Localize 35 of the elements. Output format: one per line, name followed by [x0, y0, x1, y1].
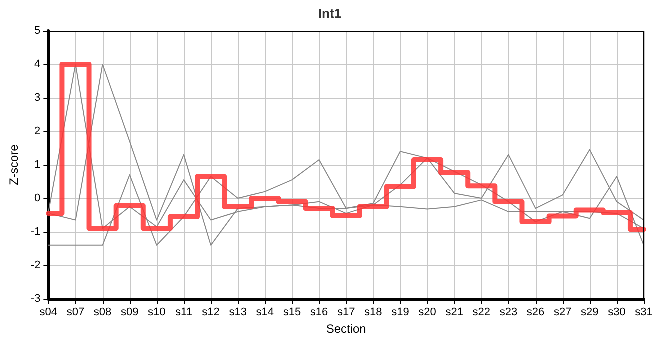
y-tick-label: 0 [34, 192, 41, 204]
y-tick-label: 4 [34, 58, 41, 70]
x-tick-label: s31 [635, 306, 653, 318]
x-tick-label: s23 [500, 306, 518, 318]
x-tick-label: s21 [446, 306, 464, 318]
y-tick-label: -1 [30, 226, 41, 238]
x-axis-title: Section [326, 322, 366, 336]
y-tick-label: 1 [34, 159, 41, 171]
x-tick-label: s07 [66, 306, 85, 318]
y-tick-label: 3 [34, 92, 41, 104]
x-tick-label: s12 [202, 306, 220, 318]
x-tick-label: s26 [526, 306, 545, 318]
x-tick-label: s04 [40, 306, 58, 318]
x-tick-label: s08 [94, 306, 112, 318]
x-tick-label: s16 [310, 306, 328, 318]
x-tick-label: s20 [418, 306, 436, 318]
chart-title: Int1 [318, 6, 342, 21]
x-tick-label: s13 [229, 306, 247, 318]
x-tick-label: s09 [120, 306, 139, 318]
x-tick-label: s10 [148, 306, 166, 318]
y-tick-label: 2 [34, 126, 41, 138]
x-tick-label: s17 [337, 306, 356, 318]
y-tick-label: -2 [30, 260, 41, 272]
x-tick-label: s11 [176, 306, 192, 318]
x-tick-label: s19 [392, 306, 410, 318]
y-tick-label: 5 [34, 25, 41, 37]
x-tick-label: s30 [608, 306, 626, 318]
x-tick-label: s27 [554, 306, 572, 318]
x-tick-label: s14 [256, 306, 274, 318]
x-tick-label: s29 [581, 306, 599, 318]
x-tick-label: s15 [283, 306, 302, 318]
y-axis-title: Z-score [7, 144, 21, 186]
x-tick-label: s18 [364, 306, 382, 318]
y-tick-label: -3 [30, 293, 41, 305]
x-tick-label: s22 [472, 306, 491, 318]
